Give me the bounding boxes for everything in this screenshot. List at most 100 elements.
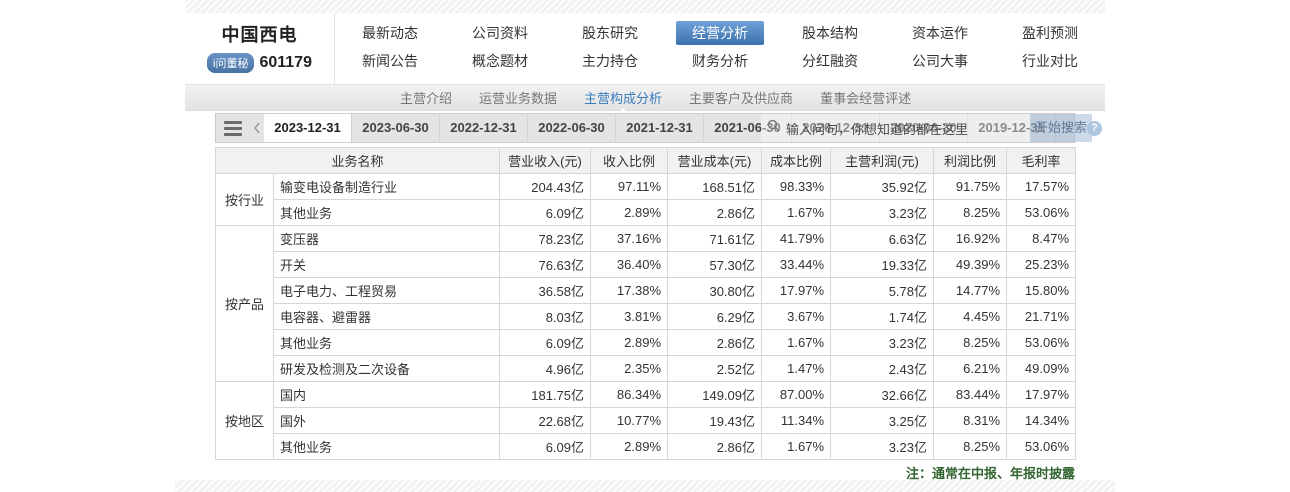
value-cell: 3.67% bbox=[761, 303, 832, 330]
subnav-item-composition-analysis[interactable]: 主营构成分析 bbox=[584, 88, 662, 114]
value-cell: 5.78亿 bbox=[830, 277, 935, 304]
chevron-left-icon[interactable] bbox=[250, 114, 264, 142]
value-cell: 6.21% bbox=[933, 355, 1008, 382]
value-cell: 53.06% bbox=[1006, 329, 1077, 356]
nav-item-operation-analysis[interactable]: 经营分析 bbox=[665, 21, 775, 49]
value-cell: 3.25亿 bbox=[830, 407, 935, 434]
nav-item-equity-structure[interactable]: 股本结构 bbox=[802, 25, 858, 41]
value-cell: 8.25% bbox=[933, 329, 1008, 356]
date-tab[interactable]: 2023-06-30 bbox=[352, 114, 440, 142]
value-cell: 6.09亿 bbox=[499, 433, 592, 460]
nav-item-profit-forecast[interactable]: 盈利预测 bbox=[1022, 25, 1078, 41]
value-cell: 1.74亿 bbox=[830, 303, 935, 330]
subnav-item-customers-suppliers[interactable]: 主要客户及供应商 bbox=[689, 91, 794, 106]
search-overlay: 输入问句，你想知道的都在这里 开始搜索 bbox=[761, 114, 1092, 142]
value-cell: 98.33% bbox=[761, 173, 832, 200]
col-header-business-name: 业务名称 bbox=[214, 147, 501, 174]
value-cell: 8.25% bbox=[933, 433, 1008, 460]
date-tab[interactable]: 2021-06-30 bbox=[704, 114, 792, 142]
search-button[interactable]: 开始搜索 bbox=[1030, 114, 1092, 142]
date-tab[interactable]: 2023-12-31 bbox=[264, 114, 352, 142]
value-cell: 14.77% bbox=[933, 277, 1008, 304]
subnav-item-board-review[interactable]: 董事会经营评述 bbox=[820, 91, 912, 106]
value-cell: 181.75亿 bbox=[499, 381, 592, 408]
col-header-cost: 营业成本(元) bbox=[667, 147, 763, 174]
stock-code: 601179 bbox=[259, 54, 312, 71]
subnav-item-main-business-intro[interactable]: 主营介绍 bbox=[400, 91, 453, 106]
nav-item-industry-comparison[interactable]: 行业对比 bbox=[1022, 53, 1078, 69]
nav-item-dividend-financing[interactable]: 分红融资 bbox=[802, 53, 858, 69]
value-cell: 25.23% bbox=[1006, 251, 1077, 278]
nav-item-capital-operation[interactable]: 资本运作 bbox=[912, 25, 968, 41]
value-cell: 35.92亿 bbox=[830, 173, 935, 200]
table-row: 其他业务 6.09亿 2.89% 2.86亿 1.67% 3.23亿 8.25% 53.06% bbox=[216, 329, 1077, 356]
table-row: 电容器、避雷器 8.03亿 3.81% 6.29亿 3.67% 1.74亿 4.45% 21.… bbox=[216, 303, 1077, 330]
nav-item-company-events[interactable]: 公司大事 bbox=[912, 53, 968, 69]
value-cell: 97.11% bbox=[590, 173, 669, 200]
top-stripe-band bbox=[185, 0, 1105, 13]
value-cell: 2.86亿 bbox=[667, 433, 763, 460]
value-cell: 6.09亿 bbox=[499, 199, 592, 226]
help-icon[interactable]: ? bbox=[1087, 121, 1102, 136]
header: 中国西电 i问董秘 601179 最新动态 公司资料 股东研究 经营分析 股本结… bbox=[185, 13, 1105, 84]
value-cell: 17.97% bbox=[761, 277, 832, 304]
hamburger-menu-icon[interactable] bbox=[216, 114, 250, 142]
date-tab[interactable]: 2020-06-30 bbox=[880, 114, 968, 142]
nav-item-news-announcements[interactable]: 新闻公告 bbox=[362, 53, 418, 69]
business-name-cell: 其他业务 bbox=[272, 433, 501, 460]
table-row: 其他业务 6.09亿 2.89% 2.86亿 1.67% 3.23亿 8.25% 53.06% bbox=[216, 433, 1077, 460]
table-header-row: 业务名称 营业收入(元) 收入比例 营业成本(元) 成本比例 主营利润(元) 利… bbox=[214, 147, 1077, 174]
subnav-item-operating-data[interactable]: 运营业务数据 bbox=[479, 91, 558, 106]
date-tab[interactable]: 2022-06-30 bbox=[528, 114, 616, 142]
value-cell: 8.47% bbox=[1006, 225, 1077, 252]
nav-item-latest[interactable]: 最新动态 bbox=[362, 25, 418, 41]
disclosure-note: 注：通常在中报、年报时披露 bbox=[905, 466, 1075, 481]
value-cell: 53.06% bbox=[1006, 433, 1077, 460]
value-cell: 3.23亿 bbox=[830, 329, 935, 356]
value-cell: 2.52亿 bbox=[667, 355, 763, 382]
table-row: 研发及检测及二次设备 4.96亿 2.35% 2.52亿 1.47% 2.43亿 6.21%… bbox=[216, 355, 1077, 382]
nav-item-financial-analysis[interactable]: 财务分析 bbox=[692, 53, 748, 69]
row-group-label: 按行业 bbox=[215, 173, 274, 226]
value-cell: 2.35% bbox=[590, 355, 669, 382]
nav-item-concept-themes[interactable]: 概念题材 bbox=[472, 53, 528, 69]
col-header-profit-ratio: 利润比例 bbox=[933, 147, 1008, 174]
value-cell: 10.77% bbox=[590, 407, 669, 434]
value-cell: 2.89% bbox=[590, 329, 669, 356]
business-name-cell: 开关 bbox=[272, 251, 501, 278]
value-cell: 33.44% bbox=[761, 251, 832, 278]
value-cell: 204.43亿 bbox=[499, 173, 592, 200]
value-cell: 14.34% bbox=[1006, 407, 1077, 434]
col-header-cost-ratio: 成本比例 bbox=[761, 147, 832, 174]
value-cell: 17.57% bbox=[1006, 173, 1077, 200]
table-row: 国外 22.68亿 10.77% 19.43亿 11.34% 3.25亿 8.31% 14.3… bbox=[216, 407, 1077, 434]
business-name-cell: 其他业务 bbox=[272, 329, 501, 356]
value-cell: 86.34% bbox=[590, 381, 669, 408]
date-tab[interactable]: 2020-12-31 bbox=[792, 114, 880, 142]
value-cell: 16.92% bbox=[933, 225, 1008, 252]
table-row: 开关 76.63亿 36.40% 57.30亿 33.44% 19.33亿 49.39% 25… bbox=[216, 251, 1077, 278]
date-tab[interactable]: 2021-12-31 bbox=[616, 114, 704, 142]
business-name-cell: 国外 bbox=[272, 407, 501, 434]
table-row: 按产品 变压器 78.23亿 37.16% 71.61亿 41.79% 6.63亿 16.92… bbox=[215, 225, 1077, 382]
col-header-gross-margin: 毛利率 bbox=[1006, 147, 1077, 174]
main-nav: 最新动态 公司资料 股东研究 经营分析 股本结构 资本运作 盈利预测 新闻公告 … bbox=[335, 13, 1105, 84]
main-panel: 2023-12-31 2023-06-30 2022-12-31 2022-06… bbox=[185, 111, 1105, 482]
date-tab[interactable]: 2022-12-31 bbox=[440, 114, 528, 142]
search-input[interactable]: 输入问句，你想知道的都在这里 bbox=[761, 114, 1030, 142]
nav-item-shareholder-research[interactable]: 股东研究 bbox=[582, 25, 638, 41]
ask-secretary-badge[interactable]: i问董秘 bbox=[207, 53, 255, 73]
value-cell: 1.67% bbox=[761, 199, 832, 226]
business-name-cell: 国内 bbox=[272, 381, 501, 408]
value-cell: 21.71% bbox=[1006, 303, 1077, 330]
value-cell: 17.97% bbox=[1006, 381, 1077, 408]
value-cell: 91.75% bbox=[933, 173, 1008, 200]
nav-item-main-positions[interactable]: 主力持仓 bbox=[582, 53, 638, 69]
nav-item-company-profile[interactable]: 公司资料 bbox=[472, 25, 528, 41]
value-cell: 3.81% bbox=[590, 303, 669, 330]
value-cell: 4.96亿 bbox=[499, 355, 592, 382]
value-cell: 2.43亿 bbox=[830, 355, 935, 382]
value-cell: 71.61亿 bbox=[667, 225, 763, 252]
value-cell: 22.68亿 bbox=[499, 407, 592, 434]
